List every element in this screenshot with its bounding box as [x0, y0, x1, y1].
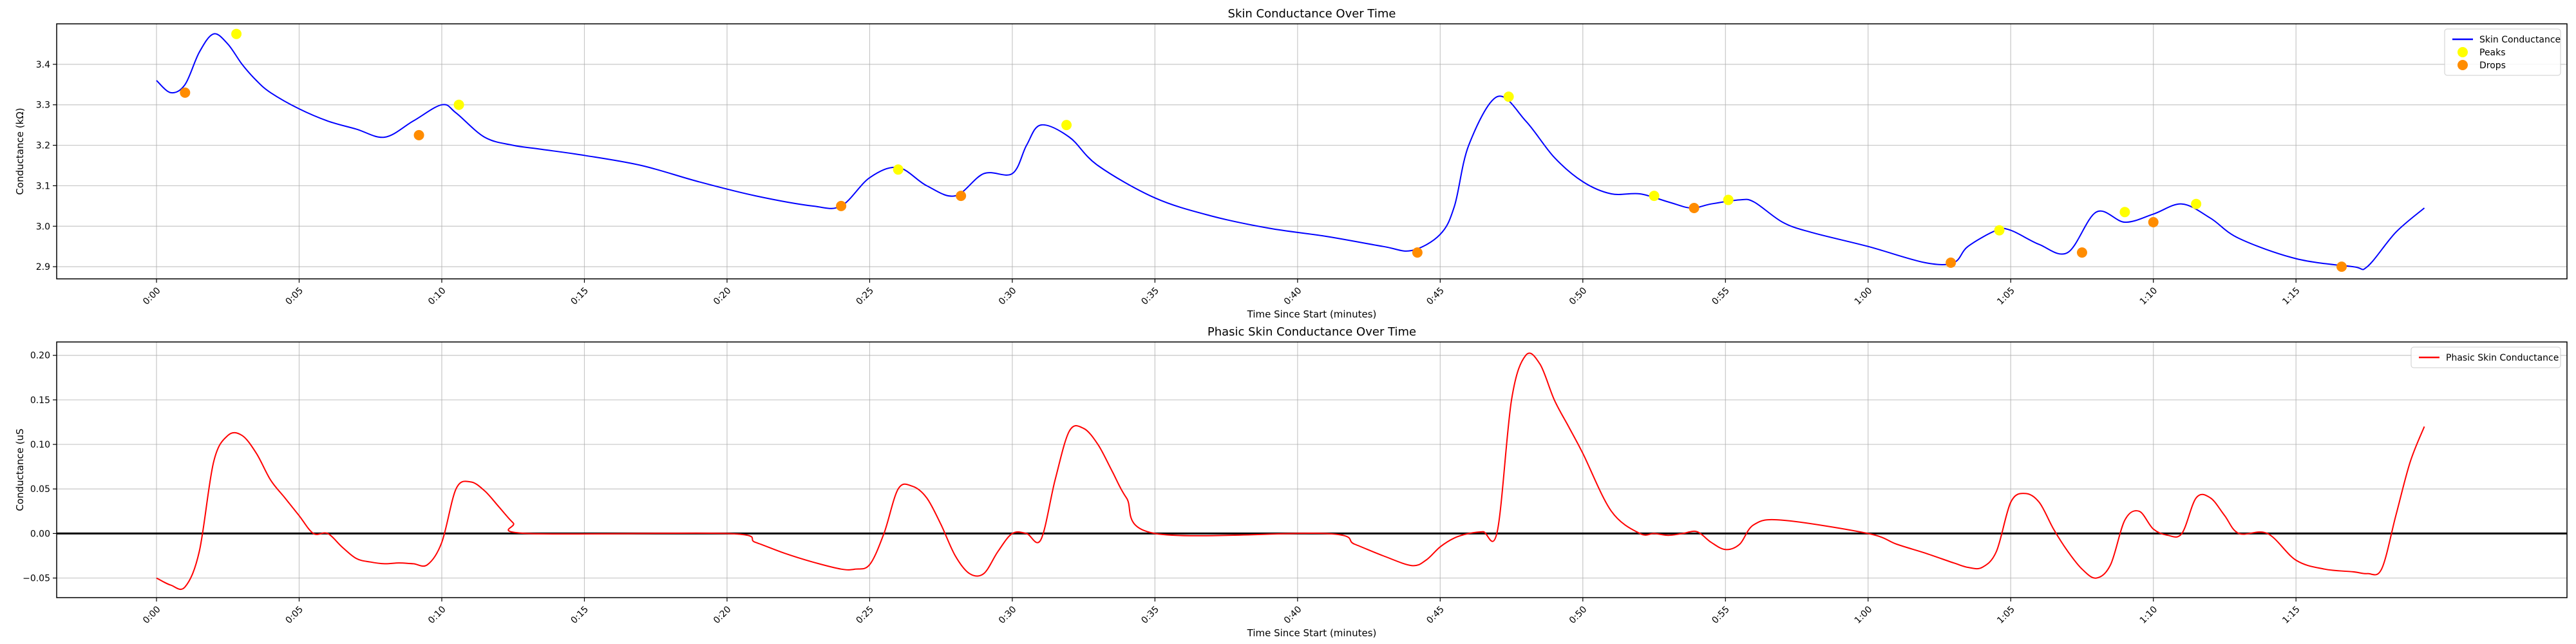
x-tick-label: 1:15: [2280, 285, 2302, 307]
x-tick-label: 1:05: [1995, 285, 2017, 307]
y-tick-label: 0.10: [30, 440, 50, 450]
legend-label: Drops: [2479, 61, 2506, 71]
x-tick-label: 1:05: [1995, 604, 2017, 626]
x-tick-label: 0:40: [1282, 285, 1304, 307]
peaks-point: [1723, 194, 1734, 205]
x-tick-label: 0:00: [141, 604, 163, 626]
x-tick-label: 0:25: [854, 604, 876, 626]
legend-label: Skin Conductance: [2479, 35, 2561, 45]
x-tick-label: 0:35: [1139, 604, 1161, 626]
peaks-point: [453, 99, 464, 110]
phasic-conductance-panel: 0:00 0:05 0:10 0:15 0:20 0:25 0:30 0:35 0:40 0:45…: [14, 325, 2568, 639]
x-tick-label: 1:10: [2138, 285, 2160, 307]
peaks-point: [2119, 207, 2130, 218]
peaks-point: [1994, 225, 2005, 236]
x-tick-label: 0:05: [284, 604, 306, 626]
y-tick-label: 0.00: [30, 529, 50, 539]
legend-box: [2444, 28, 2561, 76]
legend-label: Phasic Skin Conductance: [2446, 353, 2559, 363]
x-tick-label: 0:50: [1567, 604, 1589, 626]
drops-point: [956, 191, 967, 202]
x-tick-label: 1:00: [1853, 604, 1875, 626]
y-tick-label: 3.4: [36, 60, 50, 70]
x-tick-label: 1:10: [2138, 604, 2160, 626]
drops-point: [1412, 247, 1423, 258]
drops-point: [2148, 217, 2159, 227]
y-tick-label: −0.05: [23, 574, 50, 584]
drops-point: [180, 87, 191, 98]
drops-point: [413, 129, 424, 140]
x-tick-label: 0:45: [1425, 285, 1446, 307]
skin-conductance-panel: 0:00 0:05 0:10 0:15 0:20 0:25 0:30 0:35 0:40 0:45…: [14, 7, 2568, 320]
y-tick-label: 3.0: [36, 222, 50, 232]
x-tick-label: 0:35: [1139, 285, 1161, 307]
x-tick-label: 0:20: [712, 285, 734, 307]
x-tick-label: 0:30: [997, 285, 1019, 307]
y-tick-label: 3.1: [36, 181, 50, 191]
y-tick-label: 3.3: [36, 100, 50, 111]
peaks-point: [2191, 198, 2202, 209]
x-tick-label: 0:50: [1567, 285, 1589, 307]
x-tick-label: 0:40: [1282, 604, 1304, 626]
drops-point: [2336, 261, 2347, 272]
y-axis-label: Conductance (uS: [14, 428, 26, 511]
x-tick-label: 0:10: [426, 604, 448, 626]
chart-title: Phasic Skin Conductance Over Time: [1208, 325, 1416, 339]
y-tick-label: 0.05: [30, 484, 50, 495]
x-tick-label: 0:10: [426, 285, 448, 307]
series-line-0: [156, 33, 2425, 270]
x-axis-label: Time Since Start (minutes): [1247, 627, 1377, 639]
peaks-point: [231, 28, 242, 39]
drops-point: [836, 200, 847, 211]
legend-swatch-marker: [2458, 47, 2468, 57]
y-axis-label: Conductance (kΩ): [14, 108, 26, 194]
y-tick-label: 3.2: [36, 141, 50, 151]
peaks-point: [1649, 191, 1660, 202]
y-tick-label: 2.9: [36, 262, 50, 272]
x-tick-label: 0:15: [569, 285, 591, 307]
x-tick-label: 1:00: [1853, 285, 1875, 307]
y-tick-label: 0.15: [30, 395, 50, 406]
drops-point: [1689, 203, 1700, 213]
x-tick-label: 0:55: [1710, 285, 1732, 307]
drops-point: [2076, 247, 2087, 258]
legend-label: Peaks: [2479, 48, 2506, 58]
x-axis-label: Time Since Start (minutes): [1247, 308, 1377, 320]
x-tick-label: 1:15: [2280, 604, 2302, 626]
x-tick-label: 0:30: [997, 604, 1019, 626]
x-tick-label: 0:20: [712, 604, 734, 626]
axes-frame: [56, 23, 2568, 279]
chart-title: Skin Conductance Over Time: [1228, 7, 1396, 21]
x-tick-label: 0:25: [854, 285, 876, 307]
peaks-point: [893, 164, 904, 175]
x-tick-label: 0:15: [569, 604, 591, 626]
y-tick-label: 0.20: [30, 351, 50, 361]
x-tick-label: 0:55: [1710, 604, 1732, 626]
peaks-point: [1061, 120, 1072, 131]
legend-box: [2410, 346, 2561, 368]
drops-point: [1946, 257, 1956, 268]
peaks-point: [1503, 91, 1514, 102]
x-tick-label: 0:45: [1425, 604, 1446, 626]
x-tick-label: 0:00: [141, 285, 163, 307]
series-line-0: [156, 352, 2425, 590]
legend-swatch-marker: [2458, 60, 2468, 70]
x-tick-label: 0:05: [284, 285, 306, 307]
axes-frame: [56, 341, 2568, 598]
